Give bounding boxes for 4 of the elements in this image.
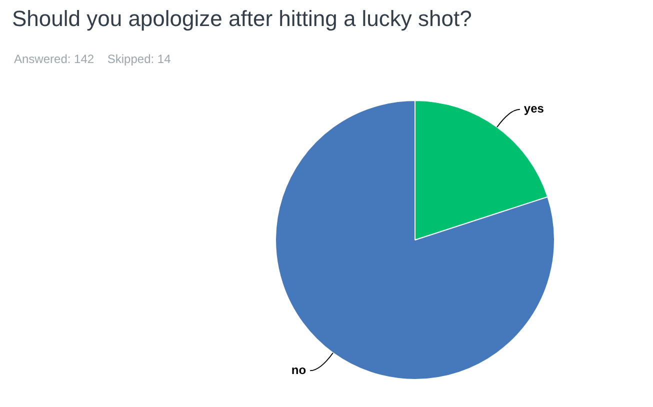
chart-title: Should you apologize after hitting a lucky shot? bbox=[12, 6, 472, 32]
slice-label: no bbox=[291, 362, 306, 377]
slice-label: yes bbox=[524, 102, 544, 116]
text: Answered: 142 Skipped: 14 bbox=[14, 52, 171, 66]
